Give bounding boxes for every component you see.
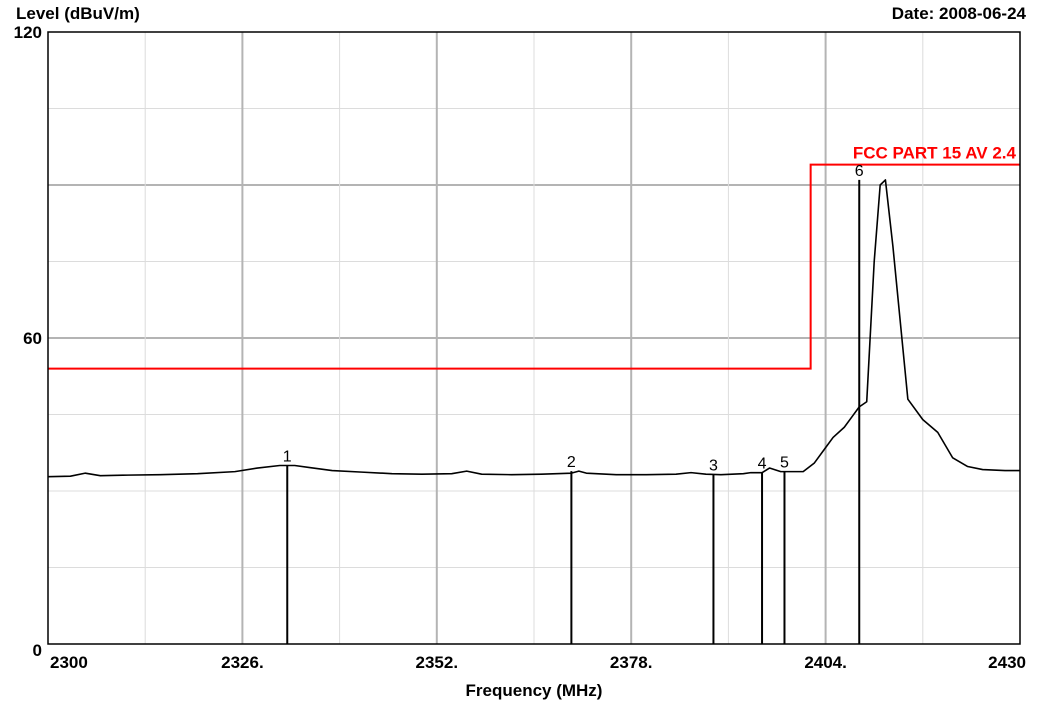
y-tick-label: 60	[23, 329, 42, 348]
x-tick-label: 2430	[988, 653, 1026, 672]
x-tick-label: 2404.	[804, 653, 847, 672]
marker-label: 3	[709, 458, 718, 475]
marker-label: 4	[758, 456, 767, 473]
x-tick-label: 2352.	[416, 653, 459, 672]
grid	[48, 32, 1020, 644]
trace-group	[47, 179, 1020, 478]
marker-label: 6	[855, 163, 864, 180]
limit-line-label: FCC PART 15 AV 2.4	[853, 144, 1017, 163]
marker-label: 5	[780, 455, 789, 472]
date-label: Date: 2008-06-24	[891, 4, 1026, 23]
trace-line	[47, 179, 1020, 478]
y-tick-labels: 0 60 120	[14, 23, 42, 660]
marker-label: 2	[567, 454, 576, 471]
x-axis-title: Frequency (MHz)	[466, 681, 603, 700]
x-tick-label: 2300	[50, 653, 88, 672]
y-axis-title: Level (dBuV/m)	[16, 4, 140, 23]
markers-group: 1 2 3 4 5 6	[283, 163, 864, 644]
y-tick-label: 0	[33, 641, 42, 660]
y-tick-label: 120	[14, 23, 42, 42]
x-tick-label: 2378.	[610, 653, 653, 672]
marker-label: 1	[283, 449, 292, 466]
x-tick-label: 2326.	[221, 653, 264, 672]
limit-line	[48, 163, 1020, 370]
x-tick-labels: 2300 2326. 2352. 2378. 2404. 2430	[50, 653, 1026, 672]
plot-frame	[47, 31, 1021, 645]
limit-line-group: FCC PART 15 AV 2.4	[48, 144, 1020, 370]
